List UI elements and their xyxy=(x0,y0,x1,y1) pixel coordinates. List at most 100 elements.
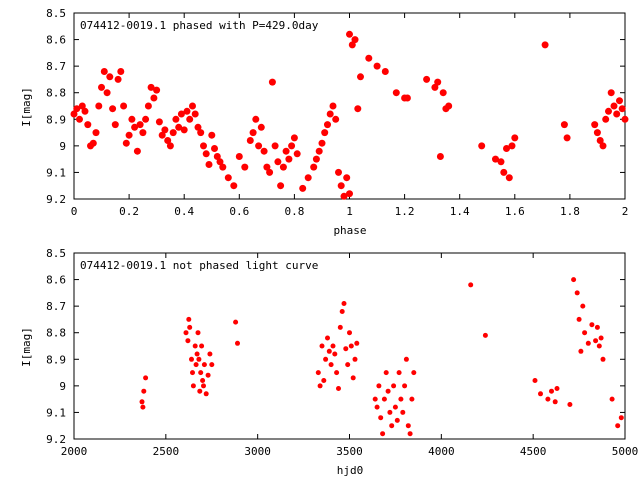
phased-data-point xyxy=(299,184,307,192)
phased-data-point xyxy=(84,121,92,129)
phased-data-point xyxy=(354,105,362,113)
phased-data-point xyxy=(436,153,444,160)
unphased-data-point xyxy=(596,343,602,349)
unphased-data-point xyxy=(326,348,332,354)
unphased-data-point xyxy=(589,322,595,328)
phased-data-point xyxy=(279,163,287,171)
unphased-data-point xyxy=(233,319,239,325)
unphased-plot-panel: 074412-0019.1 not phased light curve hjd… xyxy=(20,247,638,477)
unphased-data-point xyxy=(189,356,194,362)
phased-data-point xyxy=(219,163,227,171)
phased-data-point xyxy=(70,110,78,118)
unphased-data-point xyxy=(538,391,543,397)
unphased-data-point xyxy=(194,351,200,357)
phased-data-point xyxy=(503,145,510,152)
phased-data-point xyxy=(304,174,312,182)
unphased-data-point xyxy=(143,375,149,381)
unphased-data-point xyxy=(545,396,551,402)
unphased-data-point xyxy=(389,423,395,429)
phased-data-point xyxy=(343,174,351,182)
phased-data-point xyxy=(122,139,130,147)
phased-data-point xyxy=(357,73,364,81)
unphased-data-point xyxy=(482,332,488,338)
phased-data-point xyxy=(285,155,293,163)
unphased-data-point xyxy=(196,356,202,362)
unphased-data-point xyxy=(385,388,391,394)
phased-data-point xyxy=(175,123,183,131)
phased-data-point xyxy=(596,137,604,144)
phased-data-point xyxy=(277,182,285,190)
unphased-y-tick-label: 9.2 xyxy=(46,433,66,446)
unphased-data-point xyxy=(205,372,211,378)
phased-data-point xyxy=(613,110,621,118)
unphased-data-point xyxy=(571,277,577,283)
unphased-data-point xyxy=(374,404,380,410)
unphased-data-point xyxy=(609,396,615,402)
unphased-data-point xyxy=(209,362,215,368)
unphased-data-point xyxy=(334,370,340,376)
unphased-y-axis-label: I[mag] xyxy=(20,327,33,367)
phased-data-point xyxy=(252,115,260,123)
unphased-data-point xyxy=(332,351,338,357)
phased-x-tick-label: 2 xyxy=(622,205,629,218)
phased-data-point xyxy=(139,129,147,137)
phased-data-point xyxy=(166,142,174,150)
phased-axis-ticks: 0 0.2 0.4 0.6 0.8 1 1.2 1.4 1.6 1.8 2 8.5 8.6 8.7 8.8 8… xyxy=(46,7,628,218)
phased-data-point xyxy=(288,142,296,150)
phased-x-tick-label: 0.2 xyxy=(119,205,139,218)
phased-data-point xyxy=(95,102,103,110)
unphased-data-point xyxy=(348,343,354,349)
phased-data-point xyxy=(329,102,337,110)
phased-x-tick-label: 0.8 xyxy=(284,205,304,218)
unphased-data-point xyxy=(330,343,336,349)
phased-data-point xyxy=(260,147,268,155)
phased-data-point xyxy=(161,126,169,134)
phased-data-point xyxy=(76,115,83,123)
phased-data-point xyxy=(81,107,89,115)
unphased-data-point xyxy=(337,324,343,330)
phased-data-point xyxy=(310,163,318,171)
unphased-y-tick-label: 9.1 xyxy=(46,406,66,419)
phased-data-point xyxy=(282,147,290,155)
unphased-data-point xyxy=(532,378,538,383)
phased-data-point xyxy=(599,142,607,150)
unphased-data-point xyxy=(141,388,147,394)
phased-data-point xyxy=(249,129,257,137)
unphased-data-point xyxy=(328,362,334,368)
phased-data-point xyxy=(241,163,249,171)
unphased-data-point xyxy=(199,343,205,349)
phased-data-point xyxy=(142,115,150,123)
phased-plot-panel: 074412-0019.1 phased with P=429.0day pha… xyxy=(20,7,629,237)
phased-data-point xyxy=(439,89,447,97)
phased-data-point xyxy=(373,62,381,70)
unphased-y-tick-label: 8.8 xyxy=(46,327,66,340)
phased-data-point xyxy=(423,75,431,83)
unphased-data-point xyxy=(183,330,189,336)
unphased-data-point xyxy=(345,362,351,368)
phased-x-tick-label: 0.4 xyxy=(174,205,194,218)
phased-x-tick-label: 1.4 xyxy=(450,205,470,218)
phased-data-point xyxy=(144,102,152,110)
unphased-data-point xyxy=(347,330,352,336)
unphased-data-point xyxy=(140,404,146,410)
phased-data-point xyxy=(312,155,320,163)
unphased-data-point xyxy=(392,404,398,410)
phased-data-point xyxy=(191,110,199,118)
phased-data-point xyxy=(224,174,232,182)
phased-data-point xyxy=(213,153,221,160)
phased-data-point xyxy=(326,110,334,118)
unphased-data-point xyxy=(402,383,408,389)
phased-data-point xyxy=(216,158,224,166)
phased-data-point xyxy=(346,190,353,198)
phased-data-point xyxy=(478,142,486,150)
phased-data-point xyxy=(324,121,331,129)
phased-data-point xyxy=(103,89,111,97)
unphased-data-point xyxy=(600,356,606,362)
unphased-data-point xyxy=(618,415,624,421)
phased-data-point xyxy=(508,142,516,150)
unphased-data-point xyxy=(139,399,145,405)
phased-data-point xyxy=(293,150,301,158)
unphased-data-point xyxy=(235,340,240,346)
unphased-y-tick-label: 8.7 xyxy=(46,300,66,313)
unphased-data-point xyxy=(323,356,329,362)
